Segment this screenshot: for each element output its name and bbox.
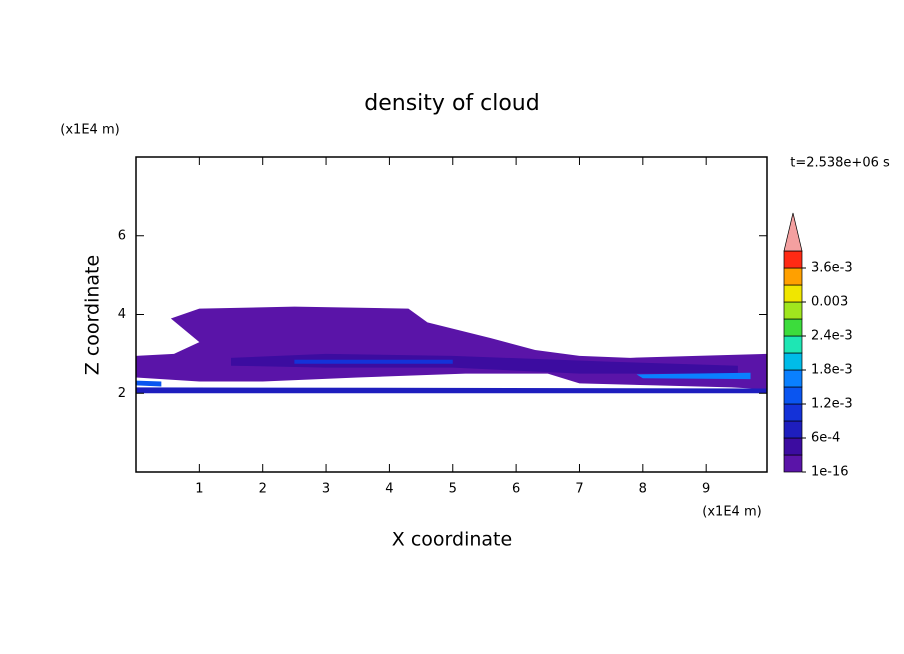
colorbar-band xyxy=(783,318,803,337)
colorbar-tick-label: 3.6e-3 xyxy=(811,261,853,276)
time-label: t=2.538e+06 s xyxy=(790,156,890,171)
x-tick-label: 6 xyxy=(512,482,520,497)
colorbar-band xyxy=(783,386,803,405)
y-tick-label: 6 xyxy=(118,228,126,243)
y-tick-label: 2 xyxy=(118,386,126,401)
x-tick-label: 5 xyxy=(449,482,457,497)
colorbar-tick-label: 6e-4 xyxy=(811,431,840,446)
y-unit: (x1E4 m) xyxy=(60,123,119,138)
colorbar-band xyxy=(783,437,803,456)
x-tick-label: 7 xyxy=(575,482,583,497)
chart-title: density of cloud xyxy=(364,91,539,116)
colorbar-extend xyxy=(783,212,803,252)
x-tick-label: 3 xyxy=(322,482,330,497)
contour-region xyxy=(636,372,751,380)
x-unit: (x1E4 m) xyxy=(702,505,761,520)
colorbar-tick-label: 1e-16 xyxy=(811,465,849,480)
x-tick-label: 9 xyxy=(702,482,710,497)
colorbar-tick-label: 0.003 xyxy=(811,295,848,310)
x-axis-label: X coordinate xyxy=(392,529,512,551)
colorbar-band xyxy=(783,301,803,320)
x-tick-label: 2 xyxy=(259,482,267,497)
contour-region xyxy=(231,353,738,374)
x-tick-label: 8 xyxy=(639,482,647,497)
colorbar-band xyxy=(783,267,803,286)
colorbar-band xyxy=(783,454,803,473)
y-tick-label: 4 xyxy=(118,307,126,322)
x-tick-label: 1 xyxy=(195,482,203,497)
colorbar-band xyxy=(783,335,803,354)
colorbar-tick-label: 1.8e-3 xyxy=(811,363,853,378)
colorbar-band xyxy=(783,420,803,439)
colorbar-band xyxy=(783,250,803,269)
contour-region xyxy=(136,380,162,387)
colorbar-band xyxy=(783,403,803,422)
colorbar-band xyxy=(783,369,803,388)
y-axis-label: Z coordinate xyxy=(82,255,104,375)
colorbar-band xyxy=(783,352,803,371)
x-tick-label: 4 xyxy=(385,482,393,497)
colorbar-tick-label: 2.4e-3 xyxy=(811,329,853,344)
contour-region xyxy=(294,359,453,364)
colorbar-tick-label: 1.2e-3 xyxy=(811,397,853,412)
colorbar-band xyxy=(783,284,803,303)
contour-region xyxy=(136,387,767,394)
